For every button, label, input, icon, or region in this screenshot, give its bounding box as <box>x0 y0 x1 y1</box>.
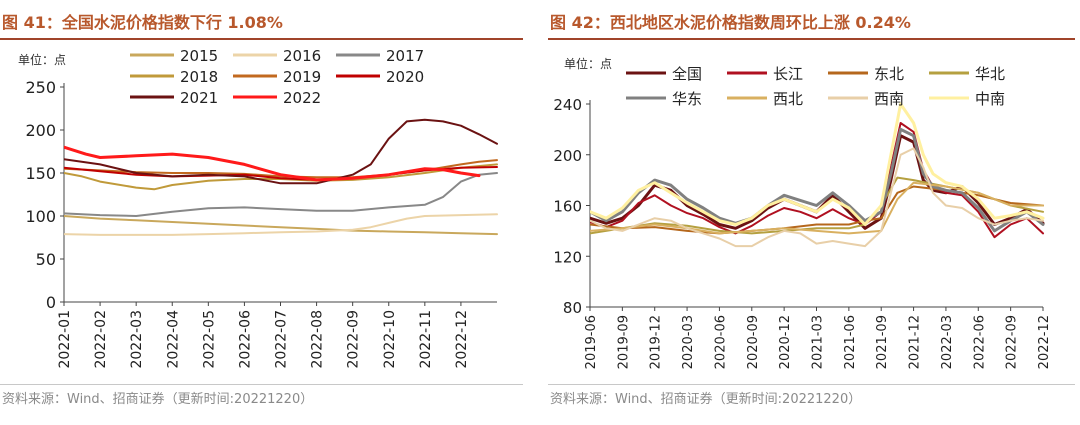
series-line-2015 <box>64 215 498 236</box>
x-tick-label: 2019-06 <box>584 315 599 369</box>
series-line-华东 <box>590 127 1045 233</box>
y-tick-label: 240 <box>553 96 582 114</box>
right-bottom-rule <box>548 384 1075 385</box>
series-line-2021 <box>64 118 498 185</box>
y-tick-label: 0 <box>46 293 56 312</box>
series-line-长江 <box>590 122 1044 239</box>
x-tick-label: 2021-12 <box>908 315 923 369</box>
series-group <box>64 118 498 236</box>
legend-label-2017: 2017 <box>386 47 424 65</box>
left-source-note: 资料来源：Wind、招商证券（更新时间:20221220） <box>2 392 314 407</box>
left-chart-title: 图 41：全国水泥价格指数下行 1.08% <box>2 13 283 32</box>
x-tick-label: 2022-07 <box>274 310 290 369</box>
legend-label-2021: 2021 <box>180 89 218 107</box>
right-line-chart: 80 120 160 200 240 2019-06 2019-09 2019-12 2020-… <box>553 65 1052 369</box>
series-line-西北 <box>590 181 1044 235</box>
x-tick-label: 2022-01 <box>57 310 73 369</box>
series-group <box>590 102 1045 248</box>
left-line-chart: 0 50 100 150 200 250 2022-01 2022-02 2022-03 2022… <box>25 47 498 369</box>
series-line-中南 <box>590 102 1045 226</box>
y-tick-label: 200 <box>25 121 56 140</box>
x-tick-label: 2022-09 <box>346 310 362 369</box>
x-tick-label: 2022-06 <box>237 310 253 369</box>
x-tick-label: 2021-09 <box>875 315 890 369</box>
x-tick-label: 2022-08 <box>310 310 326 369</box>
x-tick-label: 2022-04 <box>165 310 181 369</box>
x-tick-label: 2020-03 <box>681 315 696 369</box>
y-tick-label: 160 <box>553 198 582 216</box>
x-tick-label: 2022-02 <box>93 310 109 369</box>
legend-label-2015: 2015 <box>180 47 218 65</box>
series-line-2018 <box>64 163 498 191</box>
y-tick-label: 80 <box>563 299 582 317</box>
legend-label-西南: 西南 <box>874 90 904 108</box>
y-tick-label: 200 <box>553 147 582 165</box>
legend-label-2016: 2016 <box>283 47 321 65</box>
right-source-note: 资料来源：Wind、招商证券（更新时间:20221220） <box>550 392 862 407</box>
legend-label-2018: 2018 <box>180 68 218 86</box>
x-tick-label: 2022-12 <box>454 310 470 369</box>
y-tick-label: 50 <box>36 250 56 269</box>
left-title-rule <box>0 38 523 40</box>
x-tick-label: 2022-09 <box>1005 315 1020 369</box>
x-tick-label: 2021-03 <box>811 315 826 369</box>
x-tick-label: 2022-11 <box>418 310 434 369</box>
y-tick-label: 120 <box>553 248 582 266</box>
y-tick-label: 150 <box>25 164 56 183</box>
x-tick-label: 2022-03 <box>129 310 145 369</box>
legend-label-长江: 长江 <box>773 65 803 83</box>
x-tick-label: 2020-12 <box>778 315 793 369</box>
x-tick-label: 2020-09 <box>746 315 761 369</box>
series-line-2020 <box>64 166 498 181</box>
x-tick-label: 2022-06 <box>972 315 987 369</box>
x-tick-label: 2022-12 <box>1037 315 1052 369</box>
right-title-rule <box>548 38 1075 40</box>
legend-label-西北: 西北 <box>773 90 803 108</box>
series-line-2022 <box>64 145 481 182</box>
legend-label-华东: 华东 <box>672 90 702 108</box>
x-tick-label: 2022-03 <box>940 315 955 369</box>
legend-label-华北: 华北 <box>975 65 1005 83</box>
left-bottom-rule <box>0 384 523 385</box>
legend-label-2022: 2022 <box>283 89 321 107</box>
y-tick-label: 250 <box>25 78 56 97</box>
legend-label-东北: 东北 <box>874 65 904 83</box>
series-line-西南 <box>590 147 1044 248</box>
series-line-2017 <box>64 172 498 217</box>
x-tick-label: 2019-09 <box>616 315 631 369</box>
legend-label-全国: 全国 <box>672 65 702 83</box>
left-unit-label: 单位：点 <box>18 53 67 67</box>
legend-label-2020: 2020 <box>386 68 424 86</box>
legend-label-中南: 中南 <box>975 90 1005 108</box>
x-tick-label: 2022-05 <box>201 310 217 369</box>
right-chart-title: 图 42：西北地区水泥价格指数周环比上涨 0.24% <box>550 13 911 32</box>
left-chart-panel: 图 41：全国水泥价格指数下行 1.08% 单位：点 0 50 100 150 200 2… <box>0 0 523 425</box>
series-line-2016 <box>64 213 498 236</box>
x-tick-label: 2022-10 <box>382 310 398 369</box>
legend-label-2019: 2019 <box>283 68 321 86</box>
x-tick-label: 2020-06 <box>713 315 728 369</box>
right-unit-label: 单位：点 <box>564 57 613 71</box>
right-chart-panel: 图 42：西北地区水泥价格指数周环比上涨 0.24% 单位：点 80 120 160… <box>548 0 1080 425</box>
y-tick-label: 100 <box>25 207 56 226</box>
x-tick-label: 2021-06 <box>843 315 858 369</box>
x-tick-label: 2019-12 <box>649 315 664 369</box>
